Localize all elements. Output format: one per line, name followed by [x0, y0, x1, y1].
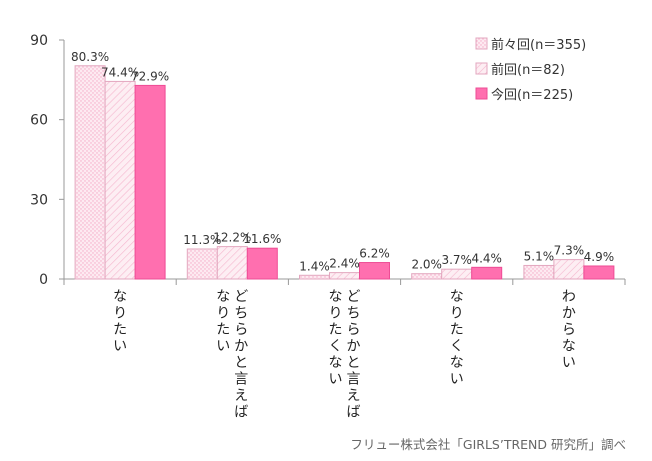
data-label: 11.3%: [183, 233, 221, 247]
category-label: どちらかと言えば: [347, 289, 361, 421]
category-label: なりたくない: [329, 289, 343, 388]
bar: [74, 65, 106, 280]
data-label: 1.4%: [299, 259, 330, 273]
bar: [471, 266, 503, 280]
y-tick-label: 0: [39, 272, 48, 288]
data-label: 2.4%: [329, 257, 360, 271]
bar: [299, 274, 330, 280]
category-label: わからない: [562, 289, 576, 371]
chart-data-labels: 80.3%74.4%72.9% 11.3%12.2%11.6% 1.4% 2.4%6.…: [71, 50, 614, 274]
data-label: 80.3%: [71, 50, 109, 64]
data-label: 6.2%: [359, 247, 390, 261]
legend-swatch: [475, 62, 488, 75]
legend-label: 今回(n＝225): [491, 87, 573, 103]
bar: [523, 264, 555, 280]
bar: [216, 246, 248, 280]
data-label: 74.4%: [101, 65, 139, 79]
legend-label: 前回(n＝82): [491, 62, 565, 78]
bar: [441, 268, 473, 280]
bar: [359, 262, 390, 280]
chart-category-labels: なりたいどちらかと言えばなりたいどちらかと言えばなりたくないなりたくないわからな…: [113, 289, 576, 421]
category-label: なりたくない: [450, 289, 464, 388]
y-tick-label: 30: [30, 192, 48, 208]
data-label: 5.1%: [524, 249, 555, 263]
category-label: どちらかと言えば: [234, 289, 248, 421]
data-label: 2.0%: [411, 258, 442, 272]
legend-swatch: [475, 37, 488, 50]
data-label: 72.9%: [131, 69, 169, 83]
bar: [134, 84, 166, 280]
data-label: 3.7%: [441, 253, 472, 267]
data-label: 7.3%: [554, 244, 585, 258]
y-tick-label: 90: [30, 33, 48, 49]
chart-bars: [74, 65, 615, 280]
legend-swatch: [475, 87, 488, 100]
bar: [329, 272, 360, 280]
bar: [186, 248, 218, 280]
bar: [104, 80, 136, 280]
legend-label: 前々回(n＝355): [491, 37, 586, 53]
data-label: 4.4%: [471, 251, 502, 265]
bar: [246, 247, 278, 280]
chart-legend: 前々回(n＝355) 前回(n＝82) 今回(n＝225): [475, 37, 586, 103]
bar: [583, 265, 615, 280]
bar: [553, 259, 585, 280]
data-label: 4.9%: [584, 250, 615, 264]
y-tick-label: 60: [30, 113, 48, 129]
data-label: 11.6%: [243, 232, 281, 246]
source-note: フリュー株式会社「GIRLS’TREND 研究所」調べ: [350, 437, 626, 452]
bar: [411, 273, 443, 280]
category-label: なりたい: [113, 289, 127, 355]
category-label: なりたい: [216, 289, 230, 355]
data-label: 12.2%: [213, 231, 251, 245]
